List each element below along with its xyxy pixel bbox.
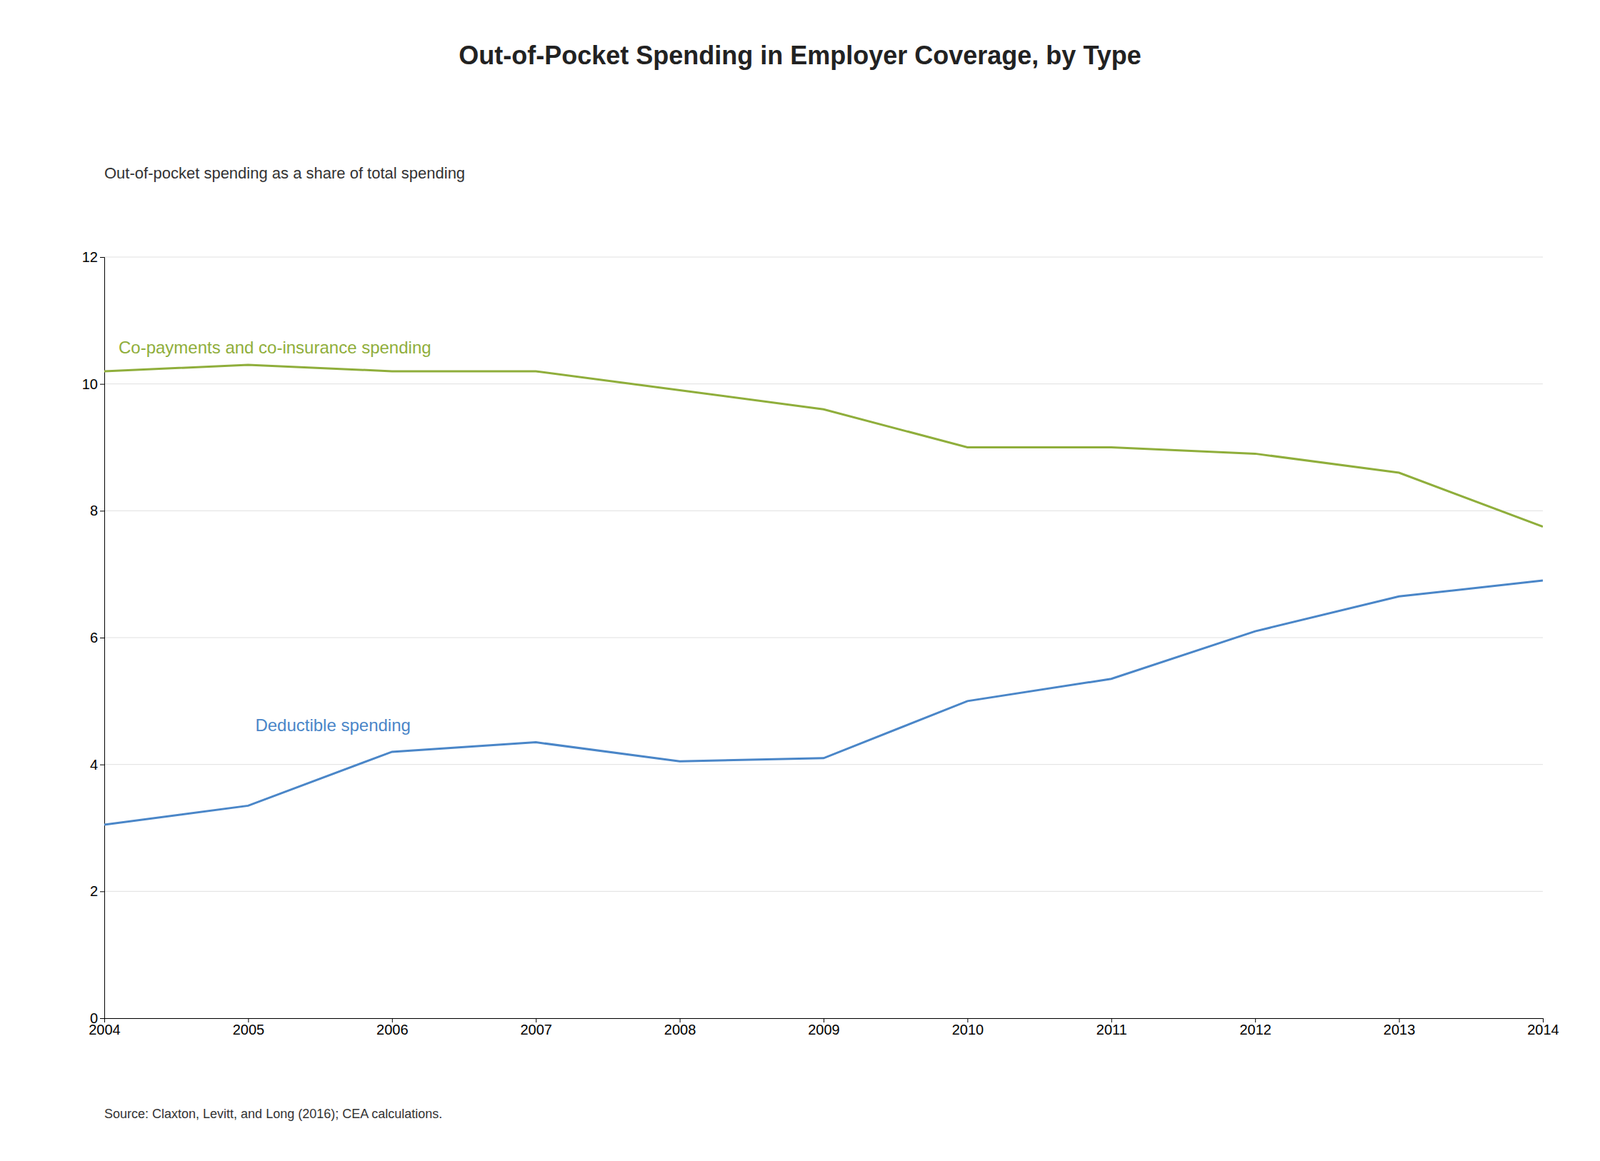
tick-label: 2011 [1096,1022,1128,1038]
grid-line [104,510,1543,512]
tick-mark [100,637,105,639]
grid [104,257,1543,1019]
tick: 2014 [1527,1018,1560,1038]
plot-area: 2004200520062007200820092010201120122013… [82,249,1560,1038]
series-line [104,365,1543,528]
tick-mark [100,384,105,385]
tick-label: 2013 [1383,1022,1416,1038]
grid-line [104,891,1543,893]
axis-line [100,257,105,1020]
grid-line [104,637,1543,639]
tick-label: 2008 [664,1022,697,1038]
tick-mark [100,257,105,258]
tick-label: 0 [90,1010,98,1027]
tick-mark [100,765,105,766]
tick: 2005 [232,1018,265,1038]
tick-label: 12 [82,249,98,265]
title: Out-of-Pocket Spending in Employer Cover… [458,40,1141,70]
lines [104,365,1543,825]
tick-label: 10 [82,376,98,393]
subtitle: Out-of-pocket spending as a share of tot… [104,164,465,183]
series-label: Co-payments and co-insurance spending [118,337,432,358]
tick-label: 4 [90,757,98,773]
tick-label: 2012 [1239,1022,1272,1038]
tick: 2008 [664,1018,697,1038]
tick: 2006 [376,1018,409,1038]
tick-label: 2009 [807,1022,840,1038]
tick-mark [100,1018,105,1020]
tick: 2013 [1383,1018,1416,1038]
tick: 2012 [1239,1018,1272,1038]
tick: 2011 [1096,1018,1128,1038]
tick: 2007 [520,1018,553,1038]
grid-line [104,383,1543,385]
tick-label: 2006 [376,1022,409,1038]
y-axis: 0 2 4 6 8 10 12 [82,249,105,1027]
tick-mark [100,891,105,893]
source-note: Source: Claxton, Levitt, and Long (2016)… [104,1107,443,1122]
x-axis: 2004200520062007200820092010201120122013… [88,1018,1560,1038]
chart: Out-of-Pocket Spending in Employer Cover… [0,0,1600,1161]
tick-label: 8 [90,502,98,519]
tick: 6 [90,630,105,646]
series-line [104,580,1543,825]
tick: 2 [90,883,105,900]
series-label: Deductible spending [255,715,411,735]
tick: 2010 [952,1018,985,1038]
tick-label: 2007 [520,1022,553,1038]
tick-label: 2005 [232,1022,265,1038]
tick: 0 [90,1010,105,1027]
tick: 10 [82,376,105,393]
tick: 4 [90,757,105,773]
tick: 8 [90,502,105,519]
line-labels: Co-payments and co-insurance spending Ded… [118,337,432,735]
tick-label: 2 [90,883,98,900]
tick-label: 6 [90,630,98,646]
tick: 2009 [807,1018,840,1038]
grid-line [104,764,1543,765]
tick: 12 [82,249,105,265]
tick-label: 2014 [1527,1022,1560,1038]
tick-mark [100,510,105,512]
grid-line [104,257,1543,258]
tick-label: 2010 [952,1022,985,1038]
